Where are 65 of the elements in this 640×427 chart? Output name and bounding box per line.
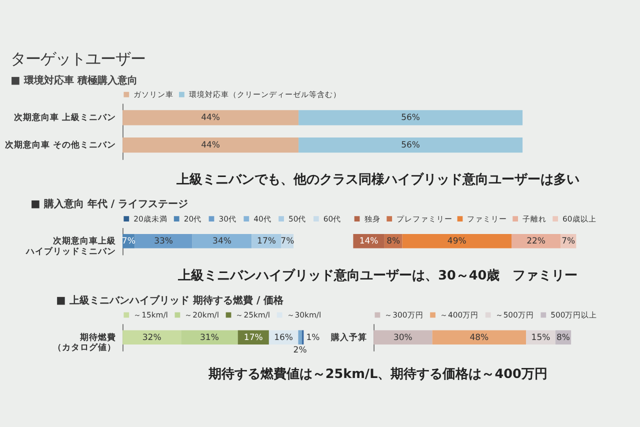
data-label: 49% [447,236,466,247]
legend-label: ～20km/l [184,310,219,320]
y-tick-label: 期待燃費（カタログ値） [53,332,116,354]
legend-label: 環境対応車（クリーンディーゼル等含む） [188,90,341,100]
bar [512,234,561,248]
legend-label: ～30km/l [286,310,322,320]
legend-label: 40代 [254,214,272,224]
data-label: 15% [531,332,550,343]
bar [374,330,432,344]
chart-title: ■ 購入意向 年代 / ライフステージ [30,198,188,210]
data-label: 1% [306,332,320,343]
bar [252,234,282,248]
bar [192,234,252,248]
chart-title: ■ 上級ミニバンハイブリッド 期待する燃費 / 価格 [56,294,285,306]
data-label: 56% [401,113,420,124]
data-label: 17% [244,332,263,343]
data-label: 33% [154,236,174,247]
legend-label: 20歳未満 [134,214,168,224]
data-label: 44% [201,113,220,124]
legend-label: 60歳以上 [562,214,596,224]
y-tick-label: 次期意向車 上級ミニバン [14,112,116,124]
legend-label: 20代 [184,214,202,224]
legend-label: 30代 [218,214,236,224]
data-label: 56% [401,140,420,151]
legend-label: 独身 [364,214,380,224]
data-label: 22% [526,236,546,247]
data-label: 32% [142,332,162,343]
legend-label: 500万円以上 [550,310,598,320]
bar [432,330,526,344]
data-label: 34% [212,236,232,247]
annotation: 上級ミニバンハイブリッド意向ユーザーは、30～40歳 ファミリー [177,267,578,284]
data-label: 16% [274,332,294,343]
legend-label: ～400万円 [440,310,479,320]
y-tick-label: 次期意向車 その他ミニバン [5,140,116,151]
legend-label: ～25km/l [236,310,270,320]
data-label: 8% [386,236,400,247]
legend-label: ～300万円 [384,310,424,320]
chart-title: ターゲットユーザー [10,50,146,68]
legend-label: 60代 [323,214,342,224]
legend-label: ファミリー [467,214,508,224]
chart-subtitle: ■ 環境対応車 積極購入意向 [10,74,138,87]
legend-label: 50代 [288,214,306,224]
text: 上級ミニバンでも、他のクラス同様ハイブリッド意向ユーザーは多い [175,171,580,188]
data-label: 8% [556,332,570,343]
bar [402,234,512,248]
data-label: 7% [122,236,136,247]
legend-label: ～500万円 [495,310,534,320]
legend-label: プレファミリー [396,214,453,224]
y-tick-label: 購入予算 [330,332,368,343]
data-label: 7% [280,236,294,247]
data-label: 48% [470,332,489,343]
data-label: 17% [257,236,276,247]
data-label: 44% [201,140,220,151]
annotation: 期待する燃費値は～25km/L、期待する価格は～400万円 [207,367,548,382]
y-tick-label: 次期意向車上級ハイブリッドミニバン [25,236,116,257]
legend-label: ～15km/l [134,310,168,320]
bar [134,234,192,248]
data-label: 2% [293,346,307,356]
bar [298,330,302,344]
data-label: 7% [562,236,576,247]
legend-label: ガソリン車 [134,90,174,100]
data-label: 14% [359,236,378,247]
legend-label: 子離れ [522,214,547,224]
data-label: 31% [200,332,219,343]
data-label: 30% [393,332,412,343]
